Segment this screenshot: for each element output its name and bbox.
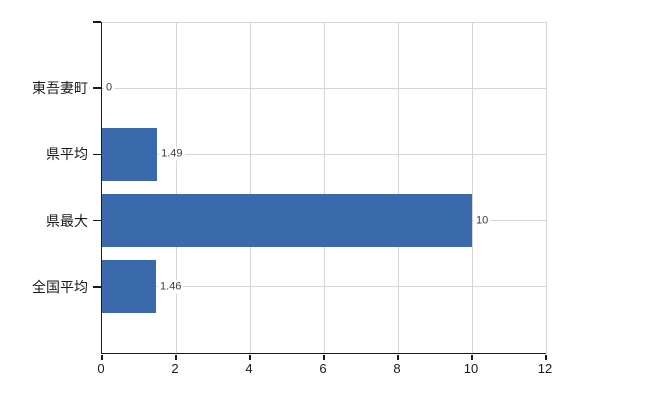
y-axis-tick	[92, 87, 101, 89]
x-tick-label: 12	[537, 361, 553, 376]
x-axis-tick	[323, 354, 325, 360]
gridline-category	[102, 286, 546, 288]
gridline-vertical	[323, 22, 325, 353]
value-label: 1.49	[159, 147, 185, 161]
x-axis-tick	[101, 354, 103, 360]
y-axis-tick	[92, 21, 101, 23]
x-axis-tick	[471, 354, 473, 360]
x-axis-tick	[545, 354, 547, 360]
x-axis-tick	[249, 354, 251, 360]
category-label: 県平均	[46, 146, 88, 163]
bar	[102, 260, 157, 314]
value-label: 1.46	[158, 280, 184, 294]
gridline-vertical	[545, 22, 547, 353]
plot-area: 0 1.49 10 1.46	[92, 21, 547, 360]
category-label: 全国平均	[32, 278, 88, 295]
gridline-vertical	[397, 22, 399, 353]
gridline-vertical	[175, 22, 177, 353]
y-axis-tick	[92, 286, 101, 288]
gridline-vertical	[471, 22, 473, 353]
x-tick-label: 0	[97, 361, 105, 376]
category-label: 県最大	[46, 212, 88, 229]
y-axis-tick	[92, 153, 101, 156]
gridline-vertical	[249, 22, 251, 353]
x-tick-label: 10	[463, 361, 479, 376]
value-label: 0	[104, 81, 115, 95]
gridline-category	[102, 153, 546, 155]
x-axis-tick	[175, 354, 177, 360]
y-axis-tick	[92, 219, 101, 222]
x-tick-label: 2	[171, 361, 179, 376]
bar	[102, 194, 472, 248]
x-axis-tick	[397, 354, 399, 360]
x-tick-label: 6	[319, 361, 327, 376]
gridline-category	[102, 87, 546, 89]
x-tick-label: 4	[245, 361, 253, 376]
x-tick-label: 8	[393, 361, 401, 376]
category-label: 東吾妻町	[32, 80, 88, 97]
value-label: 10	[474, 214, 491, 228]
bar	[102, 127, 158, 181]
